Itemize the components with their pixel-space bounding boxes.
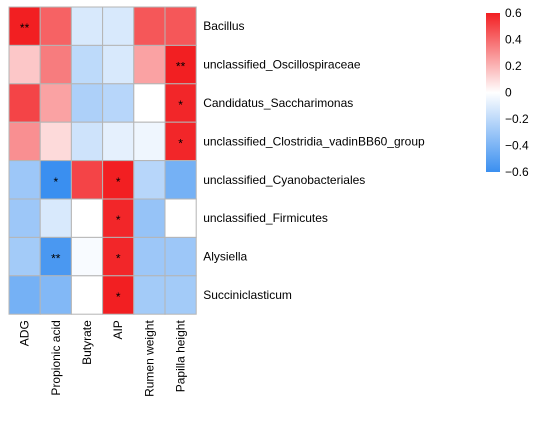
column-label: Butyrate: [80, 320, 94, 365]
row-label: unclassified_Clostridia_vadinBB60_group: [203, 134, 425, 148]
heatmap-cell: [39, 236, 72, 277]
row-label: Candidatus_Saccharimonas: [203, 96, 353, 110]
heatmap-cell: [70, 44, 104, 85]
heatmap-cell: [164, 236, 197, 277]
heatmap-cell: [133, 198, 166, 238]
heatmap-cell: [133, 83, 166, 123]
color-legend: 0.6 0.4 0.2 0 −0.2 −0.4 −0.6: [486, 6, 529, 179]
heatmap-cell: [8, 6, 41, 46]
heatmap-cell: [39, 83, 72, 123]
significance-mark: *: [53, 175, 58, 189]
legend-tick-label: −0.4: [505, 139, 529, 153]
heatmap-cell: [70, 236, 104, 277]
column-label: Propionic acid: [49, 320, 63, 395]
heatmap-cell: [39, 44, 72, 85]
heatmap-cell: [39, 275, 72, 315]
significance-mark: *: [116, 213, 121, 227]
significance-mark: **: [176, 60, 186, 74]
color-legend-ticks: 0.6 0.4 0.2 0 −0.2 −0.4 −0.6: [505, 6, 529, 179]
significance-mark: **: [20, 21, 30, 35]
heatmap-cell: [102, 83, 135, 123]
column-label: Rumen weight: [142, 320, 156, 397]
heatmap-cell: [164, 121, 197, 162]
heatmap-cell: [133, 6, 166, 46]
significance-marks: ******* **** **: [20, 21, 186, 304]
heatmap-cell: [39, 121, 72, 162]
heatmap-cell: [102, 44, 135, 85]
column-labels: ADG Propionic acid Butyrate AIP Rumen weight…: [18, 320, 188, 397]
column-label: Papilla height: [174, 320, 188, 393]
row-label: unclassified_Cyanobacteriales: [203, 173, 365, 187]
row-label: Bacillus: [203, 19, 244, 33]
heatmap-cell: [70, 275, 104, 315]
column-label: ADG: [18, 320, 32, 346]
heatmap-cell: [164, 6, 197, 46]
row-label: unclassified_Oscillospiraceae: [203, 58, 361, 72]
significance-mark: *: [116, 175, 121, 189]
heatmap-cells: [8, 6, 197, 315]
significance-mark: *: [116, 290, 121, 304]
heatmap-cell: [8, 44, 41, 85]
heatmap-cell: [8, 275, 41, 315]
legend-tick-label: 0.2: [505, 59, 522, 73]
heatmap-cell: [8, 160, 41, 200]
heatmap-cell: [70, 121, 104, 162]
heatmap-cell: [164, 275, 197, 315]
heatmap-cell: [133, 236, 166, 277]
heatmap-cell: [102, 6, 135, 46]
heatmap-cell: [133, 121, 166, 162]
heatmap-cell: [102, 275, 135, 315]
legend-tick-label: −0.2: [505, 112, 529, 126]
heatmap-cell: [39, 6, 72, 46]
row-labels: Bacillus unclassified_Oscillospiraceae Can…: [203, 19, 425, 302]
significance-mark: **: [51, 252, 61, 266]
significance-mark: *: [116, 252, 121, 266]
legend-tick-label: 0.4: [505, 33, 522, 47]
significance-mark: *: [178, 98, 183, 112]
heatmap-cell: [70, 198, 104, 238]
row-label: Alysiella: [203, 250, 247, 264]
heatmap-cell: [8, 83, 41, 123]
row-label: unclassified_Firmicutes: [203, 211, 328, 225]
legend-tick-label: 0.6: [505, 6, 522, 20]
heatmap-cell: [70, 83, 104, 123]
legend-tick-label: 0: [505, 86, 512, 100]
column-label: AIP: [111, 320, 125, 339]
heatmap-cell: [102, 121, 135, 162]
heatmap-cell: [8, 121, 41, 162]
heatmap-cell: [133, 44, 166, 85]
color-legend-bar: [486, 13, 500, 172]
heatmap-cell: [164, 160, 197, 200]
legend-tick-label: −0.6: [505, 165, 529, 179]
heatmap-cell: [70, 160, 104, 200]
heatmap-cell: [133, 160, 166, 200]
row-label: Succiniclasticum: [203, 288, 292, 302]
significance-mark: *: [178, 136, 183, 150]
heatmap-cell: [102, 160, 135, 200]
heatmap-cell: [133, 275, 166, 315]
heatmap-cell: [164, 198, 197, 238]
heatmap-cell: [8, 236, 41, 277]
heatmap-cell: [8, 198, 41, 238]
heatmap-cell: [39, 198, 72, 238]
heatmap-cell: [164, 44, 197, 85]
heatmap-cell: [70, 6, 104, 46]
